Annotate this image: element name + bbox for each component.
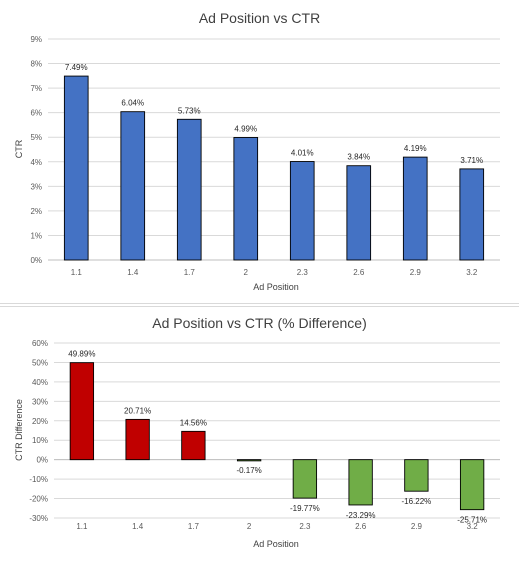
data-label: -16.22%: [401, 497, 431, 506]
data-label: -0.17%: [236, 466, 261, 475]
data-label: 5.73%: [178, 106, 201, 115]
bar-2: [233, 137, 259, 261]
y-tick-label: 50%: [32, 358, 48, 367]
y-tick-label: 7%: [30, 84, 42, 93]
x-tick-label: 3.2: [467, 522, 479, 531]
x-tick-label: 2.9: [411, 522, 423, 531]
bar-3.2: [459, 168, 485, 261]
x-tick-label: 2: [247, 522, 252, 531]
y-tick-label: 6%: [30, 109, 42, 118]
bar-1.1: [69, 362, 95, 461]
y-tick-label: 60%: [32, 339, 48, 348]
x-tick-label: 3.2: [466, 268, 478, 277]
data-label: 6.04%: [121, 99, 144, 108]
data-label: -23.29%: [346, 511, 376, 520]
bar-1.4: [125, 418, 150, 461]
x-tick-label: 1.7: [188, 522, 200, 531]
y-tick-label: 3%: [30, 182, 42, 191]
data-label: 20.71%: [124, 406, 151, 415]
ctr-difference-bar-chart: Ad Position vs CTR (% Difference) CTR Di…: [14, 315, 500, 549]
data-label: 49.89%: [68, 350, 95, 359]
data-label: -25.71%: [457, 516, 487, 525]
y-tick-label: 20%: [32, 417, 48, 426]
y-tick-label: 4%: [30, 158, 42, 167]
bar-1.4: [120, 111, 146, 261]
y-tick-label: 40%: [32, 378, 48, 387]
bar-2.6: [348, 459, 373, 506]
y-tick-label: 1%: [30, 231, 42, 240]
x-tick-label: 1.4: [127, 268, 139, 277]
bar-3.2: [459, 459, 485, 511]
x-tick-label: 2.9: [410, 268, 422, 277]
bar-1.7: [181, 430, 206, 461]
ctr-chart-panel: Ad Position vs CTR CTR Ad Position 0% 1% 2…: [0, 10, 519, 304]
y-tick-label: 10%: [32, 436, 48, 445]
bar-2.6: [346, 165, 372, 261]
bar-2.9: [404, 459, 429, 492]
x-axis-label: Ad Position: [253, 539, 299, 549]
bar-1.7: [176, 118, 202, 261]
data-label: 3.84%: [347, 153, 370, 162]
data-label: 3.71%: [460, 156, 483, 165]
chart-title: Ad Position vs CTR: [199, 10, 320, 26]
y-tick-label: -20%: [29, 495, 48, 504]
data-label: 4.01%: [291, 149, 314, 158]
x-tick-label: 2: [244, 268, 249, 277]
x-tick-label: 1.4: [132, 522, 144, 531]
x-tick-label: 1.1: [71, 268, 83, 277]
bar-2: [236, 459, 262, 462]
y-axis-label: CTR: [14, 139, 24, 158]
y-tick-label: 0%: [36, 456, 48, 465]
ctr-bar-chart: Ad Position vs CTR CTR Ad Position 0% 1% 2…: [14, 10, 500, 292]
bar-1.1: [63, 75, 89, 261]
data-label: -19.77%: [290, 504, 320, 513]
data-label: 14.56%: [180, 418, 207, 427]
y-tick-label: 2%: [30, 207, 42, 216]
bar-2.3: [289, 161, 315, 261]
bar-2.3: [292, 459, 318, 499]
y-tick-label: -30%: [29, 514, 48, 523]
x-tick-label: 2.3: [299, 522, 311, 531]
bar-2.9: [402, 156, 428, 261]
ctr-difference-chart-panel: Ad Position vs CTR (% Difference) CTR Di…: [0, 306, 519, 562]
x-tick-label: 2.6: [353, 268, 365, 277]
x-axis-label: Ad Position: [253, 282, 299, 292]
x-tick-label: 2.6: [355, 522, 367, 531]
y-axis-label: CTR Difference: [14, 399, 24, 461]
x-tick-label: 1.1: [76, 522, 88, 531]
x-tick-label: 1.7: [184, 268, 196, 277]
data-label: 4.99%: [234, 124, 257, 133]
y-tick-label: -10%: [29, 475, 48, 484]
data-label: 4.19%: [404, 144, 427, 153]
y-tick-label: 5%: [30, 133, 42, 142]
y-tick-label: 8%: [30, 60, 42, 69]
y-tick-label: 9%: [30, 35, 42, 44]
data-label: 7.49%: [65, 63, 88, 72]
x-tick-label: 2.3: [297, 268, 309, 277]
chart-title: Ad Position vs CTR (% Difference): [152, 315, 366, 331]
y-tick-label: 0%: [30, 256, 42, 265]
y-tick-label: 30%: [32, 397, 48, 406]
